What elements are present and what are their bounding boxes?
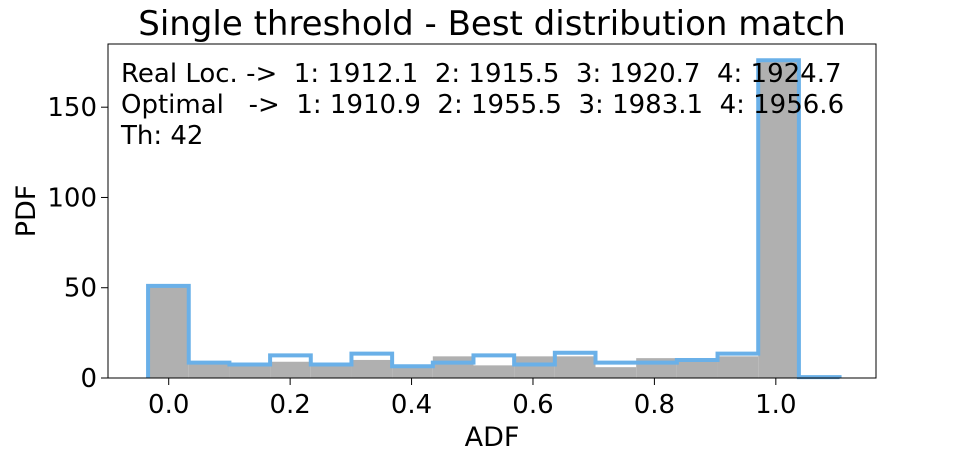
- step-outline-series: [146, 58, 842, 380]
- y-axis-ticks: 0 50 100 150: [47, 93, 108, 394]
- annotation-line-1: Real Loc. -> 1: 1912.1 2: 1915.5 3: 1920…: [121, 59, 842, 89]
- x-tick-label: 0.4: [391, 390, 432, 420]
- histogram-bar: [554, 356, 596, 378]
- histogram-bar: [717, 356, 759, 378]
- annotation-line-3: Th: 42: [120, 121, 203, 151]
- x-tick-label: 1.0: [755, 390, 796, 420]
- annotation-line-2: Optimal -> 1: 1910.9 2: 1955.5 3: 1983.1…: [121, 90, 844, 120]
- step-outline-layer: [146, 58, 842, 380]
- histogram-bar: [148, 286, 189, 378]
- histogram-bar: [676, 359, 718, 378]
- histogram-bar: [188, 362, 230, 378]
- histogram-bar: [310, 364, 352, 378]
- histogram-bar: [392, 365, 433, 378]
- histogram-bar: [514, 356, 555, 378]
- y-tick-label: 100: [47, 183, 97, 213]
- histogram-bar: [270, 361, 311, 378]
- x-tick-label: 0.0: [148, 390, 189, 420]
- y-tick-label: 50: [64, 274, 97, 304]
- y-axis-label: PDF: [11, 185, 42, 238]
- x-tick-label: 0.6: [512, 390, 553, 420]
- x-axis-label: ADF: [465, 422, 520, 453]
- histogram-bar: [432, 356, 474, 378]
- chart-title: Single threshold - Best distribution mat…: [138, 4, 846, 44]
- x-tick-label: 0.2: [269, 390, 310, 420]
- histogram-bar: [595, 367, 637, 378]
- histogram-bar: [473, 365, 515, 378]
- histogram-bar: [351, 359, 393, 378]
- y-tick-label: 0: [80, 364, 97, 394]
- histogram-bar: [758, 62, 799, 379]
- histogram-bar: [229, 364, 271, 378]
- x-axis-ticks: 0.0 0.2 0.4 0.6 0.8 1.0: [148, 378, 797, 420]
- plot-frame: [107, 43, 877, 379]
- y-tick-label: 150: [47, 93, 97, 123]
- x-tick-label: 0.8: [634, 390, 675, 420]
